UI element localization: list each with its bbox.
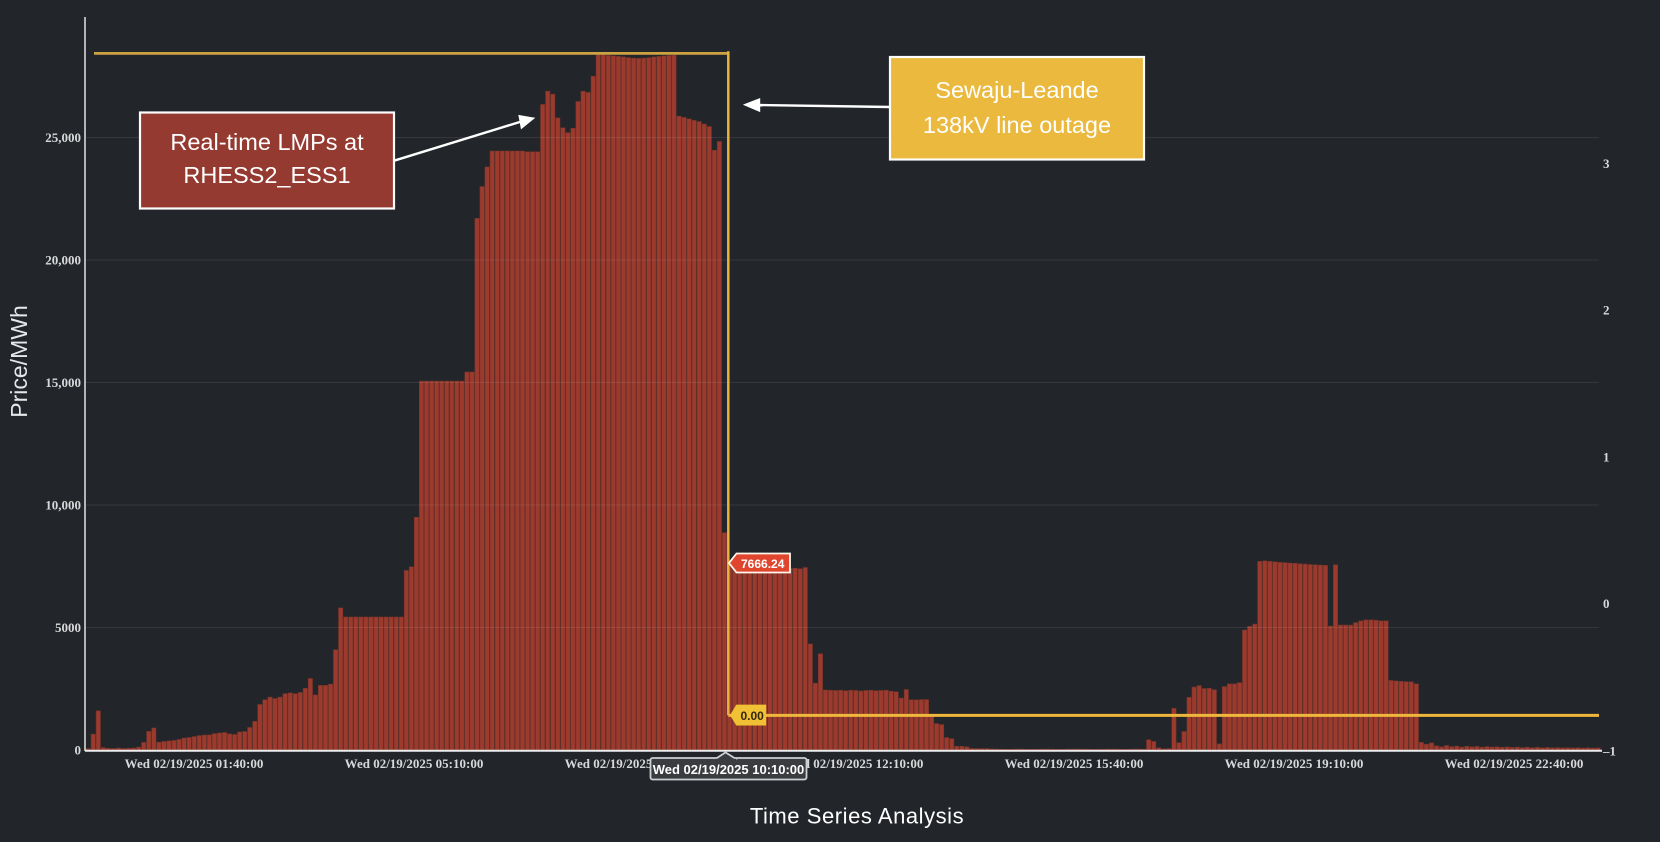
svg-text:–1: –1: [1602, 744, 1616, 759]
svg-text:138kV line outage: 138kV line outage: [923, 112, 1111, 138]
svg-text:Real-time LMPs at: Real-time LMPs at: [170, 129, 364, 155]
svg-text:RHESS2_ESS1: RHESS2_ESS1: [183, 162, 350, 188]
svg-text:Time Series Analysis: Time Series Analysis: [750, 804, 964, 829]
svg-text:0.00: 0.00: [741, 709, 765, 723]
svg-text:Wed 02/19/2025 01:40:00: Wed 02/19/2025 01:40:00: [125, 756, 264, 771]
svg-text:10,000: 10,000: [45, 498, 81, 513]
svg-text:0: 0: [75, 743, 82, 758]
svg-text:Sewaju-Leande: Sewaju-Leande: [935, 77, 1098, 103]
svg-text:Wed 02/19/2025 10:10:00: Wed 02/19/2025 10:10:00: [653, 762, 805, 777]
svg-text:25,000: 25,000: [45, 130, 81, 145]
svg-text:Wed 02/19/2025 19:10:00: Wed 02/19/2025 19:10:00: [1225, 756, 1364, 771]
svg-text:15,000: 15,000: [45, 375, 81, 390]
svg-text:3: 3: [1603, 156, 1610, 171]
svg-text:0: 0: [1603, 596, 1610, 611]
svg-text:Wed 02/19/2025 12:10:00: Wed 02/19/2025 12:10:00: [785, 756, 924, 771]
svg-text:Wed 02/19/2025 05:10:00: Wed 02/19/2025 05:10:00: [345, 756, 484, 771]
svg-text:7666.24: 7666.24: [741, 557, 785, 571]
svg-text:20,000: 20,000: [45, 253, 81, 268]
svg-text:Price/MWh: Price/MWh: [6, 305, 32, 417]
svg-text:1: 1: [1603, 450, 1610, 465]
svg-text:2: 2: [1603, 303, 1610, 318]
svg-text:5000: 5000: [55, 620, 81, 635]
svg-text:Wed 02/19/2025 15:40:00: Wed 02/19/2025 15:40:00: [1005, 756, 1144, 771]
svg-text:Wed 02/19/2025 22:40:00: Wed 02/19/2025 22:40:00: [1445, 756, 1584, 771]
